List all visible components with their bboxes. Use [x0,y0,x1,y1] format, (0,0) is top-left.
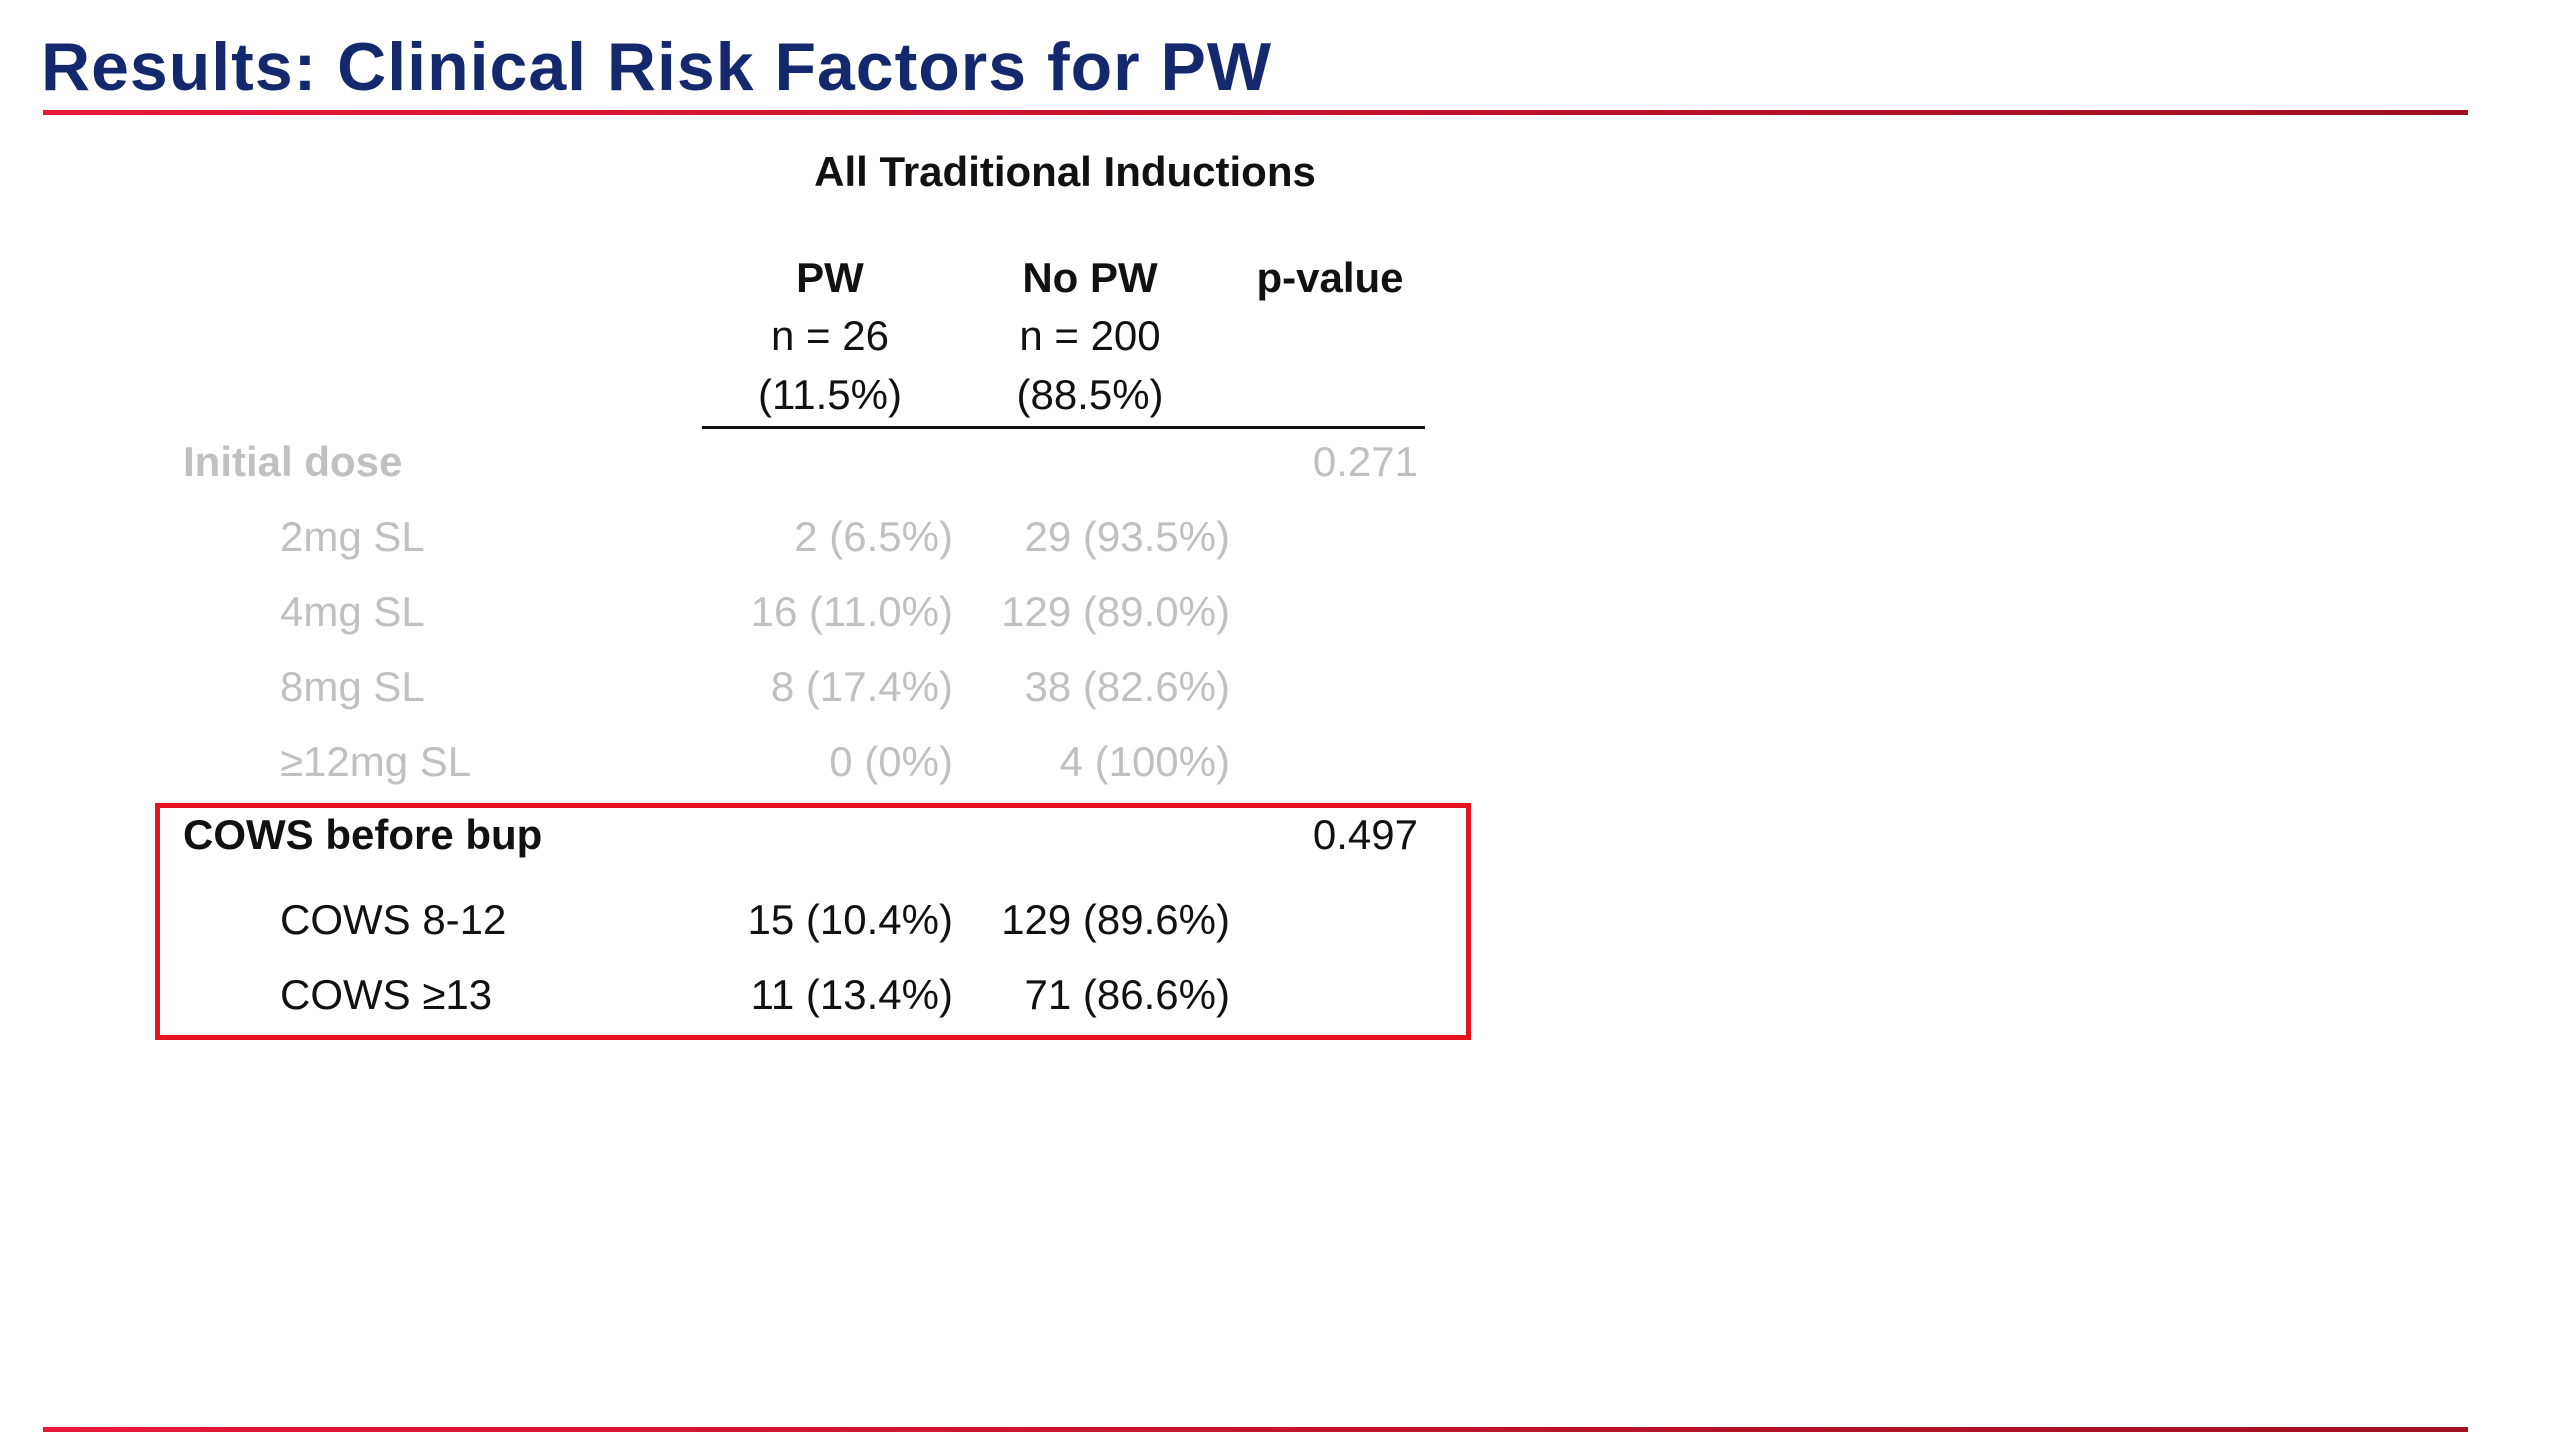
section-label-initial-dose: Initial dose [183,438,403,485]
cell-no-pw: 29 (93.5%) [1024,513,1230,560]
row-label: COWS ≥13 [280,971,493,1018]
col-header-pw-n: n = 26 [771,312,889,359]
col-header-pw: PW [796,254,864,301]
cell-pw: 2 (6.5%) [794,513,953,560]
cell-no-pw: 129 (89.6%) [1001,896,1230,943]
cell-pw: 16 (11.0%) [750,588,953,635]
cell-pw: 15 (10.4%) [747,896,953,943]
table-caption: All Traditional Inductions [814,148,1316,195]
highlight-box [155,803,1471,1040]
slide-title: Results: Clinical Risk Factors for PW [41,29,1273,105]
cell-pw: 11 (13.4%) [750,971,953,1018]
cell-no-pw: 4 (100%) [1059,738,1230,785]
title-underline [43,110,2468,115]
pvalue-cows: 0.497 [1312,811,1418,858]
row-label: COWS 8-12 [280,896,507,943]
col-header-no-pw-n: n = 200 [1019,312,1161,359]
col-header-pw-pct: (11.5%) [758,371,902,418]
row-label: 2mg SL [280,513,425,560]
pvalue-initial-dose: 0.271 [1312,438,1418,485]
col-header-pvalue: p-value [1256,254,1404,301]
header-rule [702,426,1425,429]
col-header-no-pw: No PW [1022,254,1158,301]
cell-pw: 8 (17.4%) [770,663,953,710]
cell-no-pw: 38 (82.6%) [1024,663,1230,710]
footer-rule [43,1427,2468,1432]
cell-no-pw: 71 (86.6%) [1024,971,1230,1018]
cell-pw: 0 (0%) [829,738,953,785]
row-label: ≥12mg SL [280,738,472,785]
row-label: 8mg SL [280,663,425,710]
col-header-no-pw-pct: (88.5%) [1016,371,1164,418]
row-label: 4mg SL [280,588,425,635]
cell-no-pw: 129 (89.0%) [1001,588,1230,635]
section-label-cows: COWS before bup [183,811,543,858]
